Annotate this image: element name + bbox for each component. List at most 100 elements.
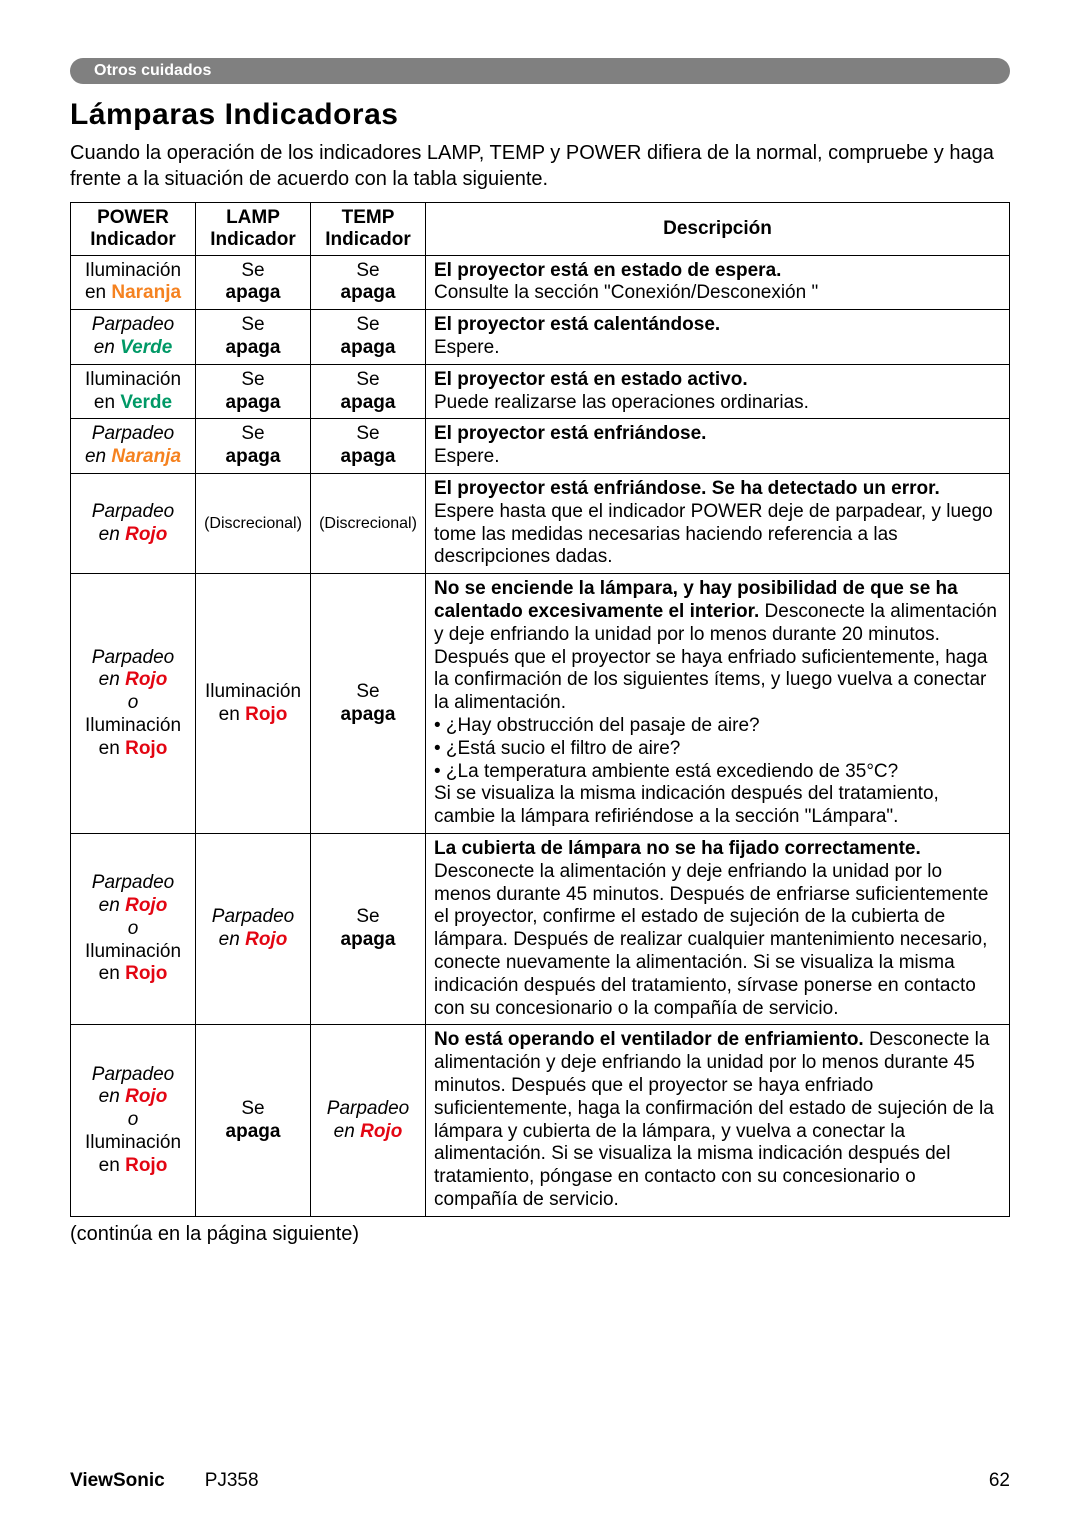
txt: Iluminación [85,369,181,390]
txt: Se [356,260,379,281]
txt: Parpadeo [92,872,174,893]
txt: en [99,1155,120,1176]
txt: en [334,1121,355,1142]
page-footer: ViewSonic PJ358 62 [70,1470,1010,1492]
txt: en [85,282,106,303]
txt: Iluminación [85,941,181,962]
txt: en [99,738,120,759]
txt: Parpadeo [327,1098,409,1119]
desc-title: El proyector está calentándose. [434,314,720,335]
col-temp-sub: Indicador [325,229,411,250]
txt: apaga [341,929,396,950]
desc-body: Espere hasta que el indicador POWER deje… [434,501,993,568]
txt: Iluminación [85,1132,181,1153]
desc-title: El proyector está enfriándose. [434,423,706,444]
txt: apaga [341,337,396,358]
txt: Se [356,906,379,927]
cell-temp: Parpadeo en Rojo [311,1025,426,1216]
txt: o [128,1109,139,1130]
col-desc: Descripción [426,203,1010,256]
table-row: Iluminación en Naranja Se apaga Se apaga… [71,255,1010,310]
color-label: Rojo [125,1086,167,1107]
cell-lamp: Parpadeo en Rojo [196,834,311,1025]
txt: Se [241,423,264,444]
cell-power: Parpadeo en Rojo o Iluminación en Rojo [71,1025,196,1216]
desc-title: No está operando el ventilador de enfria… [434,1029,864,1050]
cell-temp: Se apaga [311,574,426,834]
txt: en [219,704,240,725]
txt: apaga [341,392,396,413]
txt: Se [356,423,379,444]
table-row: Parpadeo en Rojo o Iluminación en Rojo I… [71,574,1010,834]
desc-bullet: • ¿Hay obstrucción del pasaje de aire? [434,715,760,736]
txt: apaga [341,282,396,303]
txt: Se [241,1098,264,1119]
txt: Se [241,260,264,281]
cell-lamp: Iluminación en Rojo [196,574,311,834]
cell-desc: El proyector está en estado activo. Pued… [426,364,1010,419]
col-temp-name: TEMP [342,207,395,228]
cell-lamp: Se apaga [196,364,311,419]
txt: apaga [341,446,396,467]
txt: Parpadeo [92,501,174,522]
cell-desc: El proyector está calentándose. Espere. [426,310,1010,365]
cell-lamp: Se apaga [196,1025,311,1216]
footer-page-number: 62 [989,1470,1010,1492]
cell-power: Iluminación en Verde [71,364,196,419]
color-label: Rojo [360,1121,402,1142]
col-lamp: LAMP Indicador [196,203,311,256]
txt: Iluminación [205,681,301,702]
txt: Parpadeo [92,314,174,335]
cell-temp: Se apaga [311,310,426,365]
txt: apaga [226,1121,281,1142]
desc-body: Desconecte la alimentación y deje enfria… [434,1029,994,1210]
desc-title: El proyector está en estado activo. [434,369,748,390]
footer-model: PJ358 [205,1470,259,1492]
section-banner: Otros cuidados [70,58,1010,84]
desc-body: Consulte la sección "Conexión/Desconexió… [434,282,818,303]
txt: en [219,929,240,950]
cell-temp: Se apaga [311,364,426,419]
txt: o [128,692,139,713]
cell-desc: No se enciende la lámpara, y hay posibil… [426,574,1010,834]
cell-lamp: Se apaga [196,419,311,474]
txt: Se [356,681,379,702]
txt: Parpadeo [212,906,294,927]
txt: en [99,669,120,690]
color-label: Rojo [125,963,167,984]
col-temp: TEMP Indicador [311,203,426,256]
txt: apaga [226,392,281,413]
color-label: Verde [120,392,172,413]
txt: Parpadeo [92,423,174,444]
color-label: Rojo [125,1155,167,1176]
cell-lamp: (Discrecional) [196,474,311,574]
cell-desc: No está operando el ventilador de enfria… [426,1025,1010,1216]
desc-body: Si se visualiza la misma indicación desp… [434,783,939,827]
desc-title: La cubierta de lámpara no se ha fijado c… [434,838,921,859]
table-row: Parpadeo en Rojo (Discrecional) (Discrec… [71,474,1010,574]
col-power-name: POWER [97,207,169,228]
desc-bullet: • ¿La temperatura ambiente está excedien… [434,761,898,782]
txt: Parpadeo [92,647,174,668]
txt: apaga [226,282,281,303]
desc-title: El proyector está en estado de espera. [434,260,781,281]
color-label: Rojo [125,895,167,916]
desc-body: Desconecte la alimentación y deje enfria… [434,861,988,1019]
cell-desc: El proyector está enfriándose. Espere. [426,419,1010,474]
cell-temp: Se apaga [311,255,426,310]
color-label: Rojo [245,704,287,725]
txt: Se [356,314,379,335]
col-power-sub: Indicador [90,229,176,250]
cell-power: Parpadeo en Rojo [71,474,196,574]
cell-temp: Se apaga [311,834,426,1025]
txt: en [99,963,120,984]
desc-body: Puede realizarse las operaciones ordinar… [434,392,809,413]
table-row: Parpadeo en Verde Se apaga Se apaga El p… [71,310,1010,365]
col-lamp-sub: Indicador [210,229,296,250]
txt: Se [356,369,379,390]
color-label: Rojo [125,524,167,545]
footer-brand: ViewSonic [70,1470,165,1492]
cell-desc: El proyector está en estado de espera. C… [426,255,1010,310]
cell-power: Parpadeo en Rojo o Iluminación en Rojo [71,574,196,834]
continues-note: (continúa en la página siguiente) [70,1223,1010,1246]
